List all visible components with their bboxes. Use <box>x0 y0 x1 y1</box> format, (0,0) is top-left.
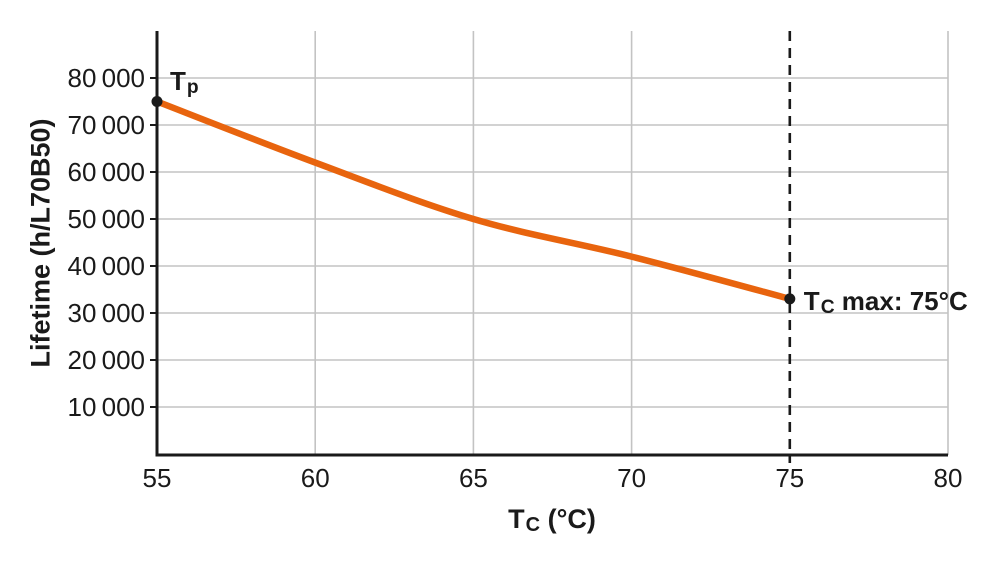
x-tick-label: 65 <box>459 463 488 493</box>
y-tick-label: 70 000 <box>67 110 145 140</box>
point-label-tp: Tp <box>170 65 199 97</box>
tc-max-rest: max: 75°C <box>834 285 968 316</box>
y-tick-label: 10 000 <box>67 392 145 422</box>
y-tick-label: 80 000 <box>67 63 145 93</box>
x-axis-title: TC (°C) <box>508 504 596 537</box>
lifetime-curve <box>153 98 794 303</box>
y-tick-label: 30 000 <box>67 298 145 328</box>
x-axis-title-subscript: C <box>525 514 541 537</box>
tp-symbol: T <box>170 65 186 96</box>
point-label-tc-max: TC max: 75°C <box>803 285 968 317</box>
x-tick-label: 75 <box>775 463 804 493</box>
tc-max-subscript: C <box>820 297 835 319</box>
tp-subscript: p <box>186 76 199 98</box>
data-point-dot <box>784 293 796 305</box>
x-tick-label: 60 <box>301 463 330 493</box>
x-tick-label: 55 <box>143 463 172 493</box>
x-tick-label: 70 <box>617 463 646 493</box>
data-point-dot <box>151 96 163 107</box>
tc-max-symbol: T <box>803 285 820 316</box>
y-tick-label: 60 000 <box>67 157 145 187</box>
y-tick-label: 40 000 <box>67 251 145 281</box>
y-tick-label: 20 000 <box>67 345 145 375</box>
x-axis-title-unit: (°C) <box>540 504 596 534</box>
x-axis-title-symbol: T <box>508 504 525 534</box>
y-axis-title: Lifetime (h/L70B50) <box>25 118 56 368</box>
y-tick-label: 50 000 <box>67 204 145 234</box>
x-tick-label: 80 <box>934 463 963 493</box>
